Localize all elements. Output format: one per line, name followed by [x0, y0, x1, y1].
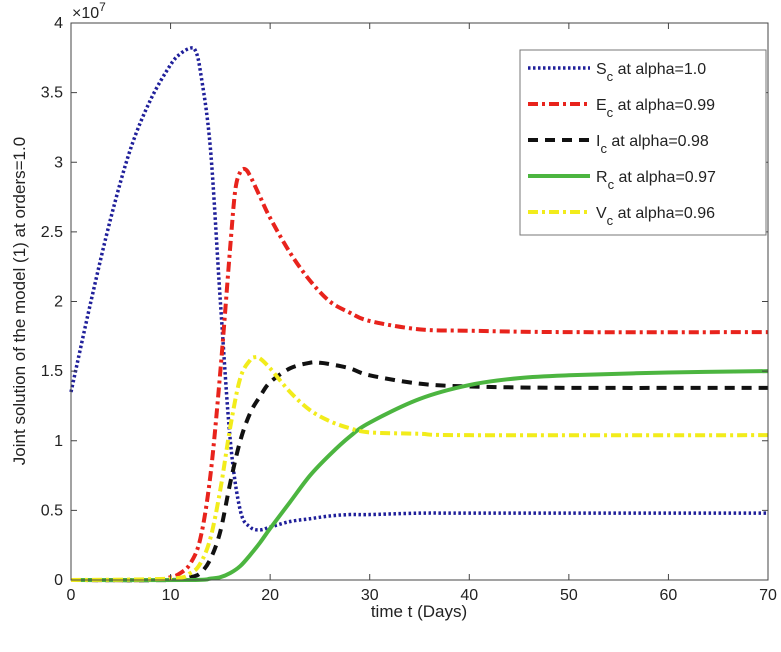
- legend-label-r: Rc at alpha=0.97: [596, 169, 716, 192]
- legend-label-s: Sc at alpha=1.0: [596, 61, 706, 84]
- y-tick-label: 0.5: [41, 502, 63, 519]
- x-tick-label: 60: [660, 587, 678, 604]
- legend-box: [519, 49, 767, 236]
- y-exponent-label: ×107: [72, 0, 106, 22]
- series-v-line: [70, 355, 769, 582]
- x-tick-label: 10: [162, 587, 180, 604]
- series-e-line: [70, 166, 769, 583]
- y-tick-label: 2: [54, 294, 63, 311]
- y-tick-label: 0: [54, 572, 63, 589]
- y-axis-label: Joint solution of the model (1) at order…: [10, 137, 29, 465]
- axis-ticks: 0 10 20 30 40 50 60 70 0 0.5 1 1.5 2 2.5 3 3.5 4: [41, 15, 777, 604]
- y-tick-label: 1.5: [41, 363, 63, 380]
- x-tick-label: 20: [261, 587, 279, 604]
- y-tick-label: 4: [54, 15, 63, 32]
- x-axis-label: time t (Days): [371, 602, 467, 621]
- series-r-line: [70, 369, 769, 583]
- x-tick-label: 30: [361, 587, 379, 604]
- y-tick-label: 1: [54, 433, 63, 450]
- y-tick-label: 3.5: [41, 85, 63, 102]
- x-tick-label: 0: [67, 587, 76, 604]
- y-tick-label: 3: [54, 154, 63, 171]
- y-tick-label: 2.5: [41, 224, 63, 241]
- x-tick-label: 70: [759, 587, 777, 604]
- legend-label-e: Ec at alpha=0.99: [596, 97, 715, 120]
- x-tick-label: 50: [560, 587, 578, 604]
- x-tick-label: 40: [460, 587, 478, 604]
- legend-label-v: Vc at alpha=0.96: [596, 205, 715, 228]
- series-i-line: [70, 360, 769, 583]
- series-lines: [69, 45, 769, 583]
- legend: Sc at alpha=1.0 Ec at alpha=0.99 Ic at alp…: [519, 49, 767, 236]
- legend-label-i: Ic at alpha=0.98: [596, 133, 709, 156]
